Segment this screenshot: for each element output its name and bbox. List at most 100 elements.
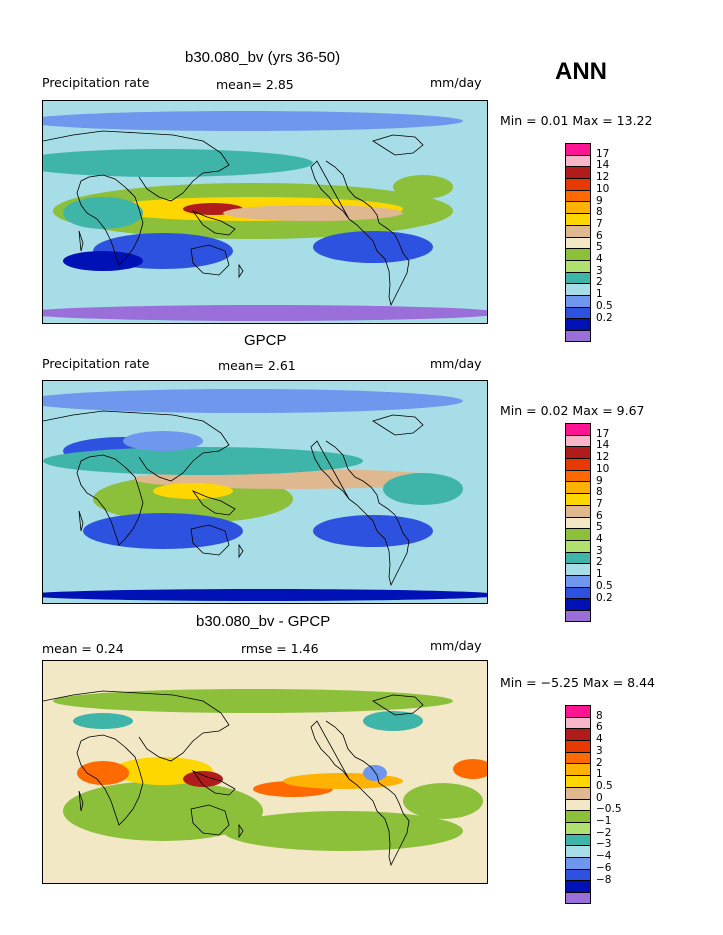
coastline [238,543,244,559]
coastline [310,440,350,500]
panel-3-units: mm/day [430,638,482,653]
map-field-region [313,515,433,547]
colorbar-label: 12 [596,171,610,184]
colorbar-label: 0.5 [596,299,613,312]
colorbar-swatch [565,283,591,295]
colorbar-label: 7 [596,497,603,510]
colorbar-swatch [565,516,591,529]
map-field-region [123,431,203,451]
colorbar-swatch [565,610,591,622]
map-field-region [43,305,487,321]
colorbar-label: −4 [596,850,612,863]
colorbar-label: 3 [596,264,603,277]
colorbar-label: 17 [596,147,610,160]
colorbar-swatch [565,880,591,892]
coastline [325,720,410,867]
coastline [190,524,230,556]
colorbar-label: 4 [596,733,603,746]
coastline [372,414,424,436]
colorbar-swatch [565,598,591,610]
colorbar-label: 10 [596,462,610,475]
colorbar-swatch [565,763,591,776]
colorbar-swatch [565,563,591,575]
coastline [372,694,424,716]
colorbar-label: 14 [596,159,610,172]
coastline [78,230,84,252]
panel-1-mean: mean= 2.85 [216,77,294,92]
map-field-region [453,759,487,779]
colorbar-swatch [565,740,591,752]
colorbar-label: −2 [596,826,612,839]
colorbar-label: 1 [596,568,603,581]
colorbar-swatch [565,306,591,319]
colorbar-swatch [565,458,591,470]
map-field-region [363,711,423,731]
colorbar-swatch [565,189,591,202]
colorbar-swatch [565,833,591,846]
colorbar-label: 2 [596,756,603,769]
colorbar-label: 5 [596,521,603,534]
coastline [238,823,244,839]
panel-2-mean: mean= 2.61 [218,358,296,373]
panel-1-title: b30.080_bv (yrs 36-50) [185,49,341,66]
colorbar-label: 2 [596,276,603,289]
colorbar-swatch [565,236,591,249]
panel-1-left-label: Precipitation rate [42,75,150,90]
colorbar-label: 8 [596,206,603,219]
panel-2-units: mm/day [430,356,482,371]
colorbar-label: 10 [596,182,610,195]
colorbar-label: 8 [596,709,603,722]
colorbar-swatch [565,178,591,190]
coastline [325,440,410,587]
colorbar-swatch [565,201,591,214]
map-field-region [53,689,453,713]
colorbar-swatch [565,845,591,857]
colorbar-swatch [565,539,591,552]
map-field-region [43,149,313,177]
map-field-region [83,513,243,549]
colorbar-swatch [565,856,591,869]
colorbar-swatch [565,574,591,587]
colorbar-label: −8 [596,873,612,886]
coastline [191,490,236,516]
colorbar-swatch [565,213,591,225]
colorbar-label: 9 [596,474,603,487]
panel-3-map [42,660,488,884]
colorbar-label: 7 [596,217,603,230]
colorbar-label: 17 [596,427,610,440]
colorbar-label: 3 [596,744,603,757]
panel-2-left-label: Precipitation rate [42,356,150,371]
colorbar-label: −1 [596,815,612,827]
colorbar-swatch [565,775,591,787]
map-field-region [73,713,133,729]
panel-1-colorbar [565,143,591,342]
colorbar-swatch [565,330,591,342]
colorbar-label: 3 [596,544,603,557]
colorbar-swatch [565,423,591,435]
colorbar-swatch [565,469,591,482]
coastline [76,454,144,546]
colorbar-label: −3 [596,838,612,851]
panel-1-minmax: Min = 0.01 Max = 13.22 [500,113,653,128]
panel-3-title: b30.080_bv - GPCP [196,613,331,630]
colorbar-swatch [565,892,591,904]
map-field-region [403,783,483,819]
colorbar-swatch [565,705,591,717]
coastline [76,174,144,266]
panel-2-colorbar [565,423,591,622]
map-field-region [43,447,363,475]
colorbar-swatch [565,446,591,459]
map-field-region [63,197,143,229]
colorbar-label: 6 [596,229,603,242]
panel-3-mean: mean = 0.24 [42,641,124,656]
panel-1-units: mm/day [430,75,482,90]
colorbar-label: 14 [596,439,610,452]
colorbar-swatch [565,751,591,764]
panel-3-minmax: Min = −5.25 Max = 8.44 [500,675,655,690]
colorbar-swatch [565,481,591,494]
season-label: ANN [555,58,607,85]
map-field-region [63,251,143,271]
colorbar-swatch [565,728,591,741]
coastline [325,160,410,307]
colorbar-swatch [565,259,591,272]
